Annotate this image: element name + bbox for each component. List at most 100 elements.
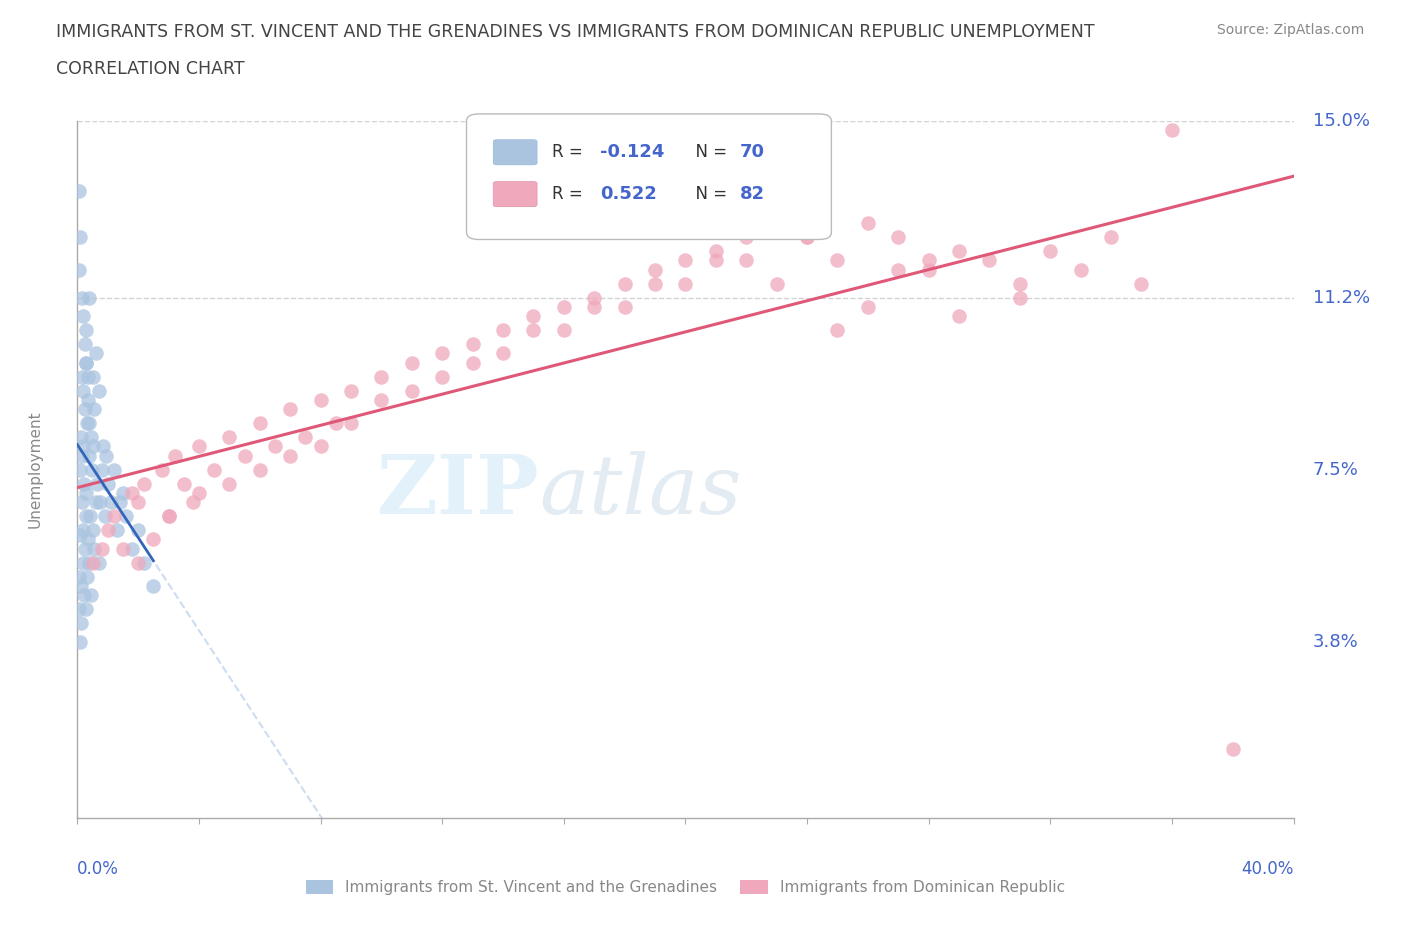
Point: [97, 523, 120, 538]
Point: [84, 346, 107, 361]
Point: [979, 253, 1001, 268]
Point: [75, 509, 97, 524]
Point: [70, 369, 93, 384]
Point: [522, 323, 544, 338]
Point: [264, 439, 287, 454]
Point: [127, 495, 149, 510]
Point: [115, 509, 138, 524]
Point: [309, 439, 332, 454]
Text: R =: R =: [551, 143, 588, 161]
Point: [82, 439, 104, 454]
FancyBboxPatch shape: [467, 114, 831, 240]
Point: [97, 476, 120, 491]
Legend: Immigrants from St. Vincent and the Grenadines, Immigrants from Dominican Republ: Immigrants from St. Vincent and the Gren…: [299, 874, 1071, 901]
Point: [80, 588, 103, 603]
Point: [735, 230, 758, 245]
Point: [827, 323, 849, 338]
Point: [157, 509, 180, 524]
Point: [69, 569, 91, 584]
Point: [430, 369, 453, 384]
Point: [1008, 276, 1031, 291]
Point: [675, 276, 697, 291]
Text: atlas: atlas: [540, 450, 742, 531]
Point: [1008, 290, 1031, 305]
Point: [121, 485, 143, 500]
Point: [83, 541, 105, 556]
Point: [70, 578, 93, 593]
Point: [87, 383, 110, 398]
Point: [79, 509, 101, 524]
Point: [1039, 244, 1062, 259]
Point: [765, 276, 787, 291]
Point: [127, 523, 149, 538]
Point: [553, 323, 575, 338]
Point: [79, 416, 101, 431]
Text: R =: R =: [551, 185, 588, 203]
Point: [70, 430, 93, 445]
Point: [1099, 230, 1122, 245]
Point: [90, 462, 112, 477]
Point: [75, 355, 97, 370]
Point: [704, 253, 727, 268]
Point: [918, 262, 941, 277]
Point: [70, 495, 93, 510]
Point: [72, 383, 94, 398]
Point: [73, 402, 96, 417]
Point: [69, 634, 91, 649]
Point: [340, 416, 363, 431]
Point: [278, 448, 301, 463]
Point: [340, 383, 363, 398]
Point: [294, 430, 316, 445]
Point: [70, 290, 93, 305]
Text: N =: N =: [686, 185, 733, 203]
Point: [249, 462, 271, 477]
Point: [887, 262, 910, 277]
Point: [73, 541, 96, 556]
Point: [69, 262, 91, 277]
Point: [77, 555, 100, 570]
Point: [401, 355, 423, 370]
Point: [69, 527, 91, 542]
Text: N =: N =: [686, 143, 733, 161]
Point: [77, 392, 100, 407]
Point: [218, 430, 240, 445]
Text: 7.5%: 7.5%: [1313, 460, 1358, 479]
Point: [67, 602, 90, 617]
Point: [188, 439, 211, 454]
Point: [89, 495, 111, 510]
Point: [103, 462, 125, 477]
Point: [948, 309, 970, 324]
Point: [75, 323, 97, 338]
Point: [82, 555, 104, 570]
Text: Unemployment: Unemployment: [27, 411, 42, 528]
Point: [93, 509, 115, 524]
Point: [522, 309, 544, 324]
Point: [72, 523, 94, 538]
Point: [83, 402, 105, 417]
Point: [152, 462, 174, 477]
Point: [796, 230, 818, 245]
Point: [827, 253, 849, 268]
Point: [948, 244, 970, 259]
Point: [90, 541, 112, 556]
Point: [134, 476, 156, 491]
Point: [75, 602, 97, 617]
Text: 40.0%: 40.0%: [1241, 860, 1294, 878]
Point: [370, 392, 392, 407]
Point: [80, 462, 103, 477]
Point: [704, 244, 727, 259]
Point: [461, 337, 484, 352]
Point: [644, 276, 666, 291]
Point: [430, 346, 453, 361]
Point: [100, 495, 122, 510]
Point: [233, 448, 256, 463]
Point: [309, 392, 332, 407]
Point: [401, 383, 423, 398]
Point: [173, 476, 195, 491]
Point: [127, 555, 149, 570]
Point: [105, 523, 128, 538]
Text: IMMIGRANTS FROM ST. VINCENT AND THE GRENADINES VS IMMIGRANTS FROM DOMINICAN REPU: IMMIGRANTS FROM ST. VINCENT AND THE GREN…: [56, 23, 1095, 41]
Point: [73, 476, 96, 491]
Point: [553, 299, 575, 314]
Point: [77, 532, 100, 547]
